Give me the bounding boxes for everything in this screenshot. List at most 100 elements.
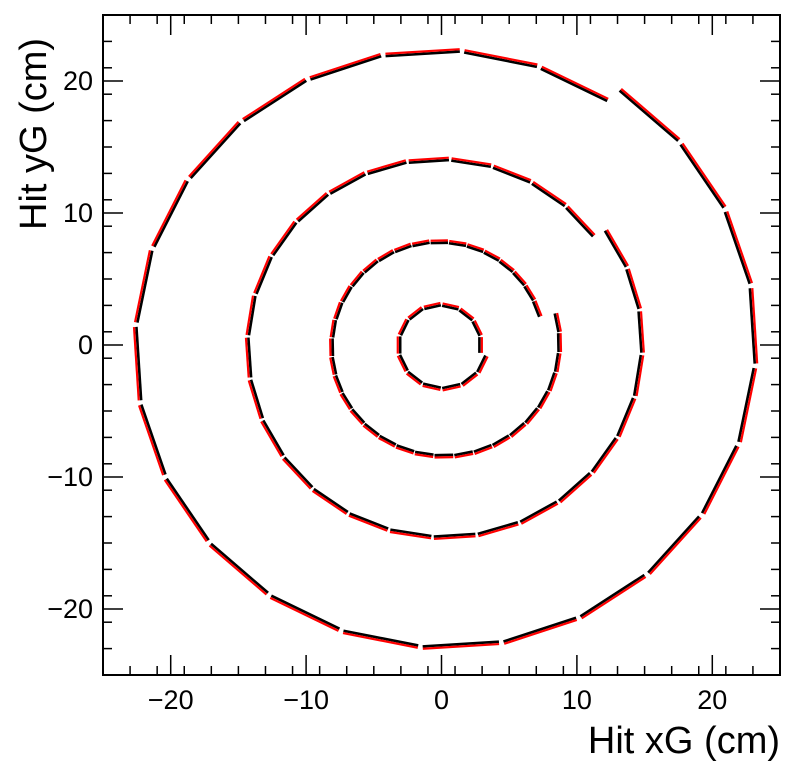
y-axis-ticks: −20 −10 0 10 20 [47, 14, 780, 676]
hit-segment-red [462, 373, 479, 387]
hit-segment-black [647, 515, 700, 574]
hit-segment-black [679, 143, 725, 209]
x-tick-label: 0 [434, 685, 449, 715]
hit-segment-black [424, 304, 442, 311]
hit-segment-black [247, 295, 257, 336]
hit-segment-black [477, 520, 519, 536]
hit-segment-red [422, 384, 441, 391]
hit-segment-red [474, 446, 493, 455]
hit-segment-red [385, 48, 460, 55]
hit-segment-black [519, 500, 558, 523]
x-tick-label: −10 [283, 685, 329, 715]
hit-segment-black [748, 288, 757, 364]
hit-segment-black [540, 67, 608, 103]
hit-segment-black [466, 245, 484, 254]
hit-segment-black [433, 532, 476, 538]
hit-segment-black [531, 182, 566, 208]
hit-segment-black [283, 456, 314, 489]
hit-segment-black [153, 180, 189, 248]
hit-segment-red [349, 410, 364, 426]
hit-segment-red [532, 180, 567, 205]
hit-segment-red [520, 502, 559, 525]
hit-segment-black [422, 382, 442, 389]
hit-segment-red [188, 121, 240, 178]
hit-segment-black [448, 241, 467, 248]
hit-segment-red [751, 288, 759, 364]
hit-segment-black [272, 221, 298, 257]
hit-segment-black [408, 308, 424, 321]
hit-segment-red [295, 192, 328, 221]
hit-segment-red [349, 270, 363, 286]
hit-segment-black [509, 421, 526, 437]
hit-segment-black [618, 89, 679, 142]
hit-segment-black [335, 302, 344, 320]
hit-segment-black [249, 379, 265, 419]
hit-segment-red [500, 258, 515, 272]
hit-segment-black [165, 477, 210, 541]
hit-segment-red [414, 453, 434, 459]
hit-segment-black [476, 354, 487, 373]
hit-segment-black [379, 434, 397, 446]
hit-segment-red [556, 353, 562, 373]
hit-segment-black [737, 367, 756, 443]
hit-segment-red [559, 473, 593, 504]
hit-segment-black [398, 354, 409, 372]
hit-segment-red [526, 408, 540, 425]
hit-segment-red [639, 311, 645, 353]
hit-segment-red [396, 355, 407, 373]
plot-frame [102, 14, 781, 676]
hit-segment-red [442, 302, 460, 309]
hit-segment-red [332, 375, 342, 394]
hit-segment-red [309, 52, 381, 79]
hit-segment-red [493, 164, 532, 182]
hit-segment-red [151, 179, 187, 247]
hit-segment-red [726, 210, 754, 284]
hit-segment-black [351, 272, 365, 288]
hit-segment-red [405, 372, 422, 386]
hit-segment-red [592, 438, 619, 474]
hit-segment-black [524, 407, 539, 424]
hit-segment-black [637, 311, 643, 353]
hit-segment-black [334, 374, 344, 393]
hit-segment-red [503, 618, 578, 645]
hit-segment-red [339, 285, 351, 302]
hit-segment-black [454, 450, 473, 457]
hit-segment-red [395, 446, 414, 455]
hit-segment-red [433, 535, 476, 541]
hit-segment-black [390, 528, 432, 538]
hit-segment-black [557, 472, 591, 502]
hit-segment-black [408, 158, 450, 164]
hit-segment-red [478, 355, 489, 374]
hit-segment-black [498, 260, 514, 274]
hit-segment-black [512, 272, 526, 287]
hit-segment-black [632, 354, 643, 396]
hit-segment-black [394, 244, 412, 254]
hit-segment-red [397, 318, 408, 335]
hit-segment-red [649, 517, 702, 575]
hit-segment-red [510, 423, 527, 438]
hit-segment-black [537, 390, 549, 409]
hit-segment-red [556, 312, 562, 332]
hit-segment-red [362, 258, 378, 272]
hit-segment-black [590, 437, 617, 473]
hit-segment-red [606, 229, 629, 267]
hit-segment-red [378, 437, 396, 448]
hit-segment-black [136, 250, 154, 323]
hit-segment-black [140, 404, 167, 475]
hit-segment-red [567, 205, 596, 236]
hit-segment-black [349, 512, 389, 530]
x-tick-label: 10 [562, 685, 592, 715]
hit-segment-red [408, 156, 449, 162]
hit-segment-black [503, 616, 577, 643]
hit-segment-red [478, 523, 519, 538]
hit-segment-red [635, 355, 645, 397]
hit-segments [132, 48, 759, 650]
hit-segment-red [132, 326, 140, 401]
hit-segment-red [260, 420, 283, 458]
hit-segment-black [412, 241, 430, 248]
hit-segment-black [363, 260, 379, 274]
x-tick-label: −20 [148, 685, 194, 715]
hit-segment-black [331, 356, 338, 375]
hit-segment-black [473, 443, 492, 453]
hit-segment-red [627, 268, 643, 309]
